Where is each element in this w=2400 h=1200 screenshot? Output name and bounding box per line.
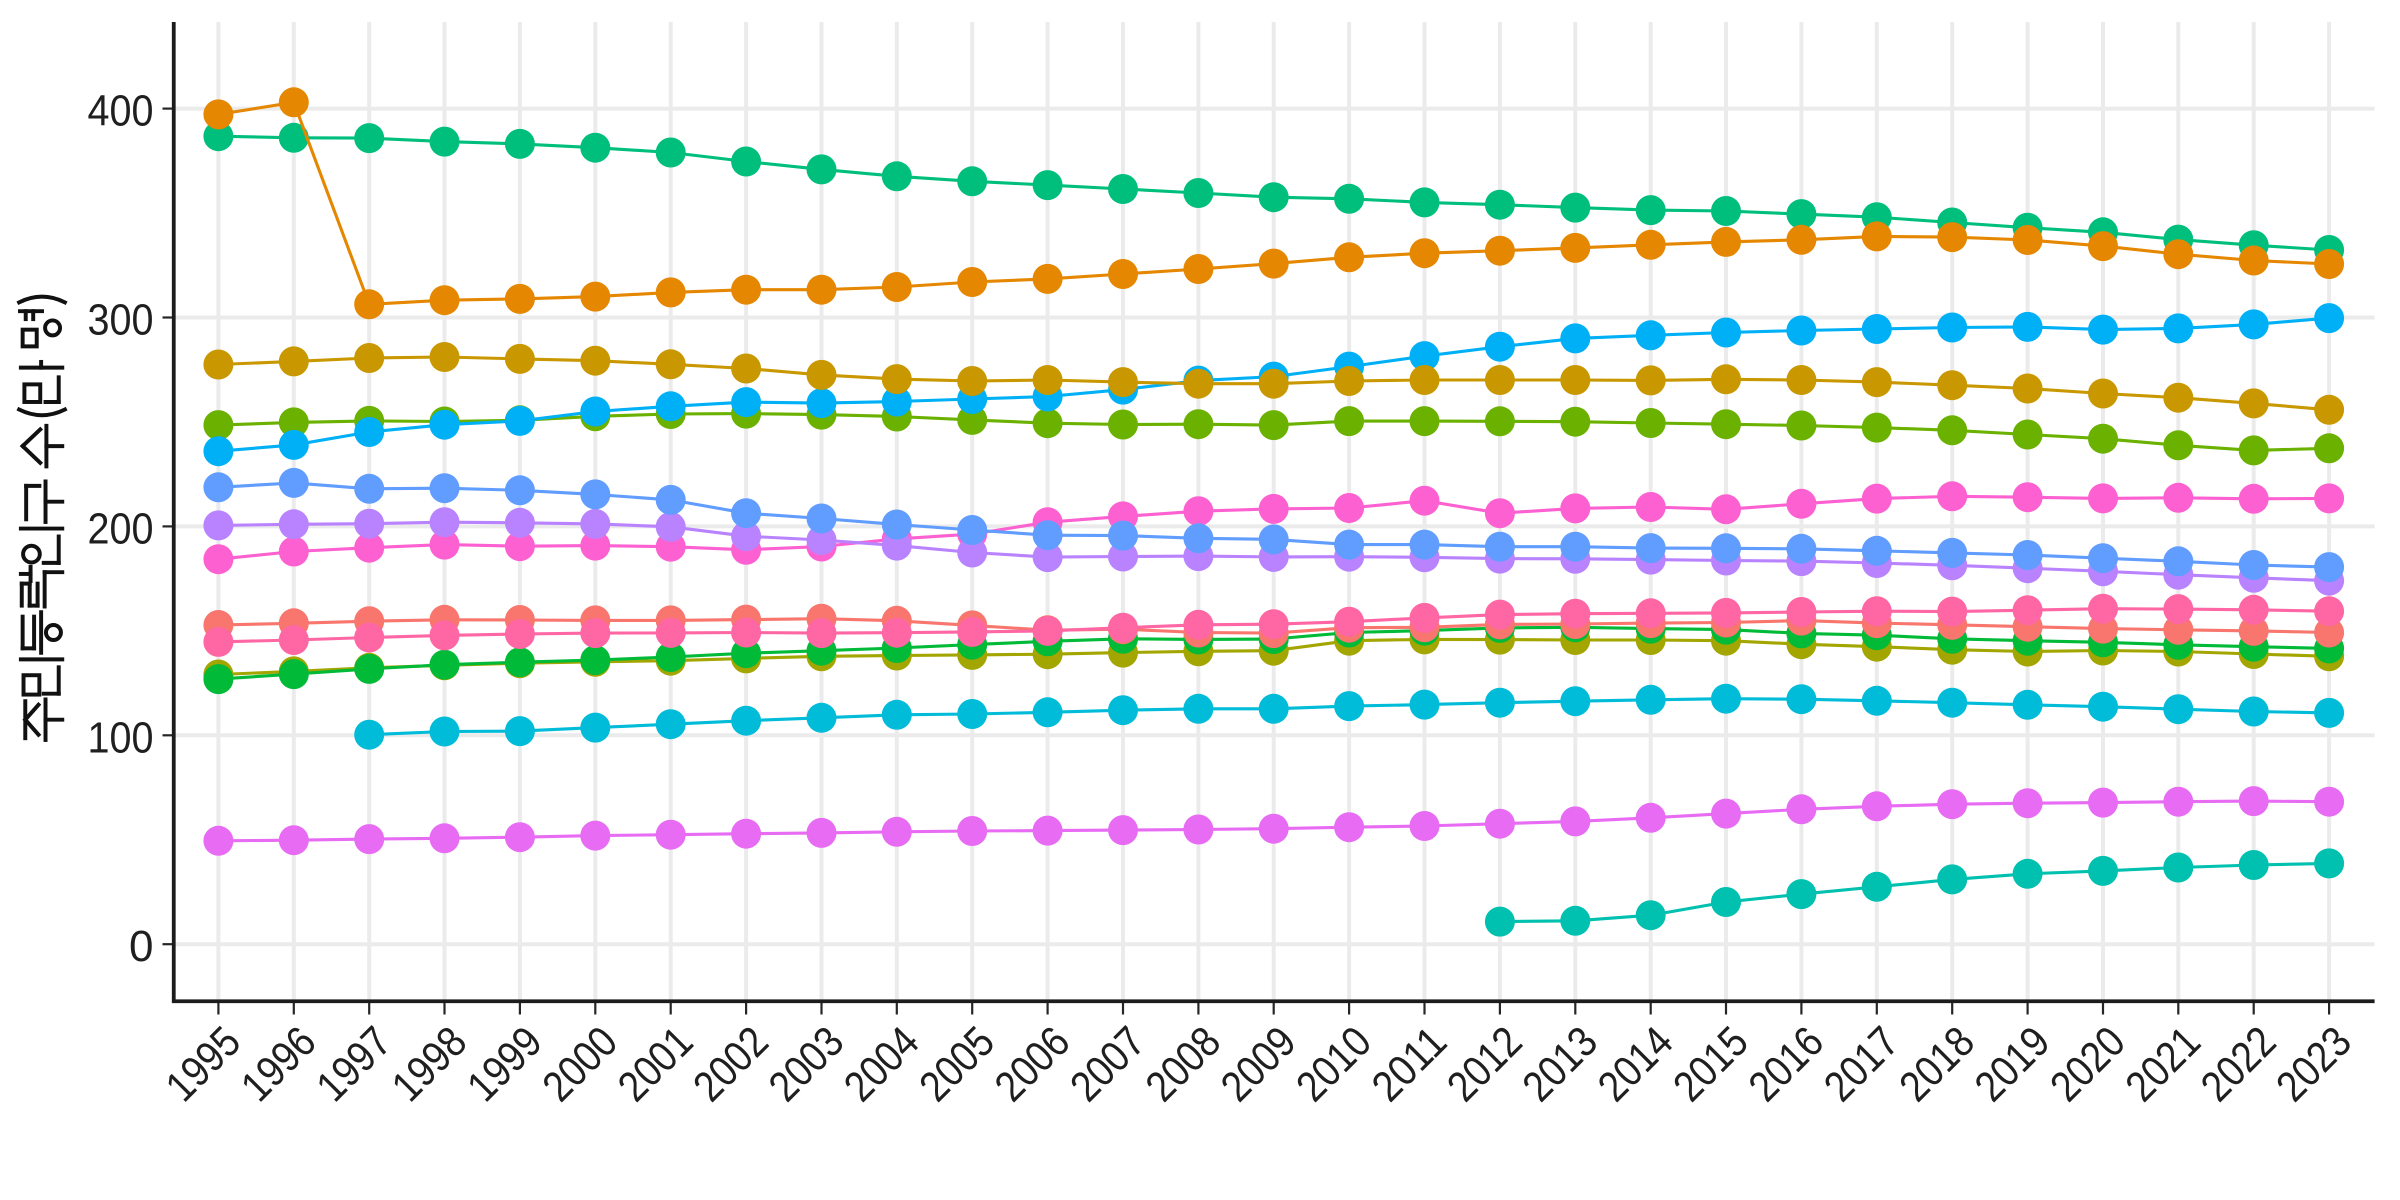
svg-text:300: 300 xyxy=(88,296,154,345)
svg-text:0: 0 xyxy=(129,922,153,971)
svg-text:400: 400 xyxy=(88,87,154,136)
svg-text:100: 100 xyxy=(88,713,154,762)
svg-text:200: 200 xyxy=(88,504,154,553)
